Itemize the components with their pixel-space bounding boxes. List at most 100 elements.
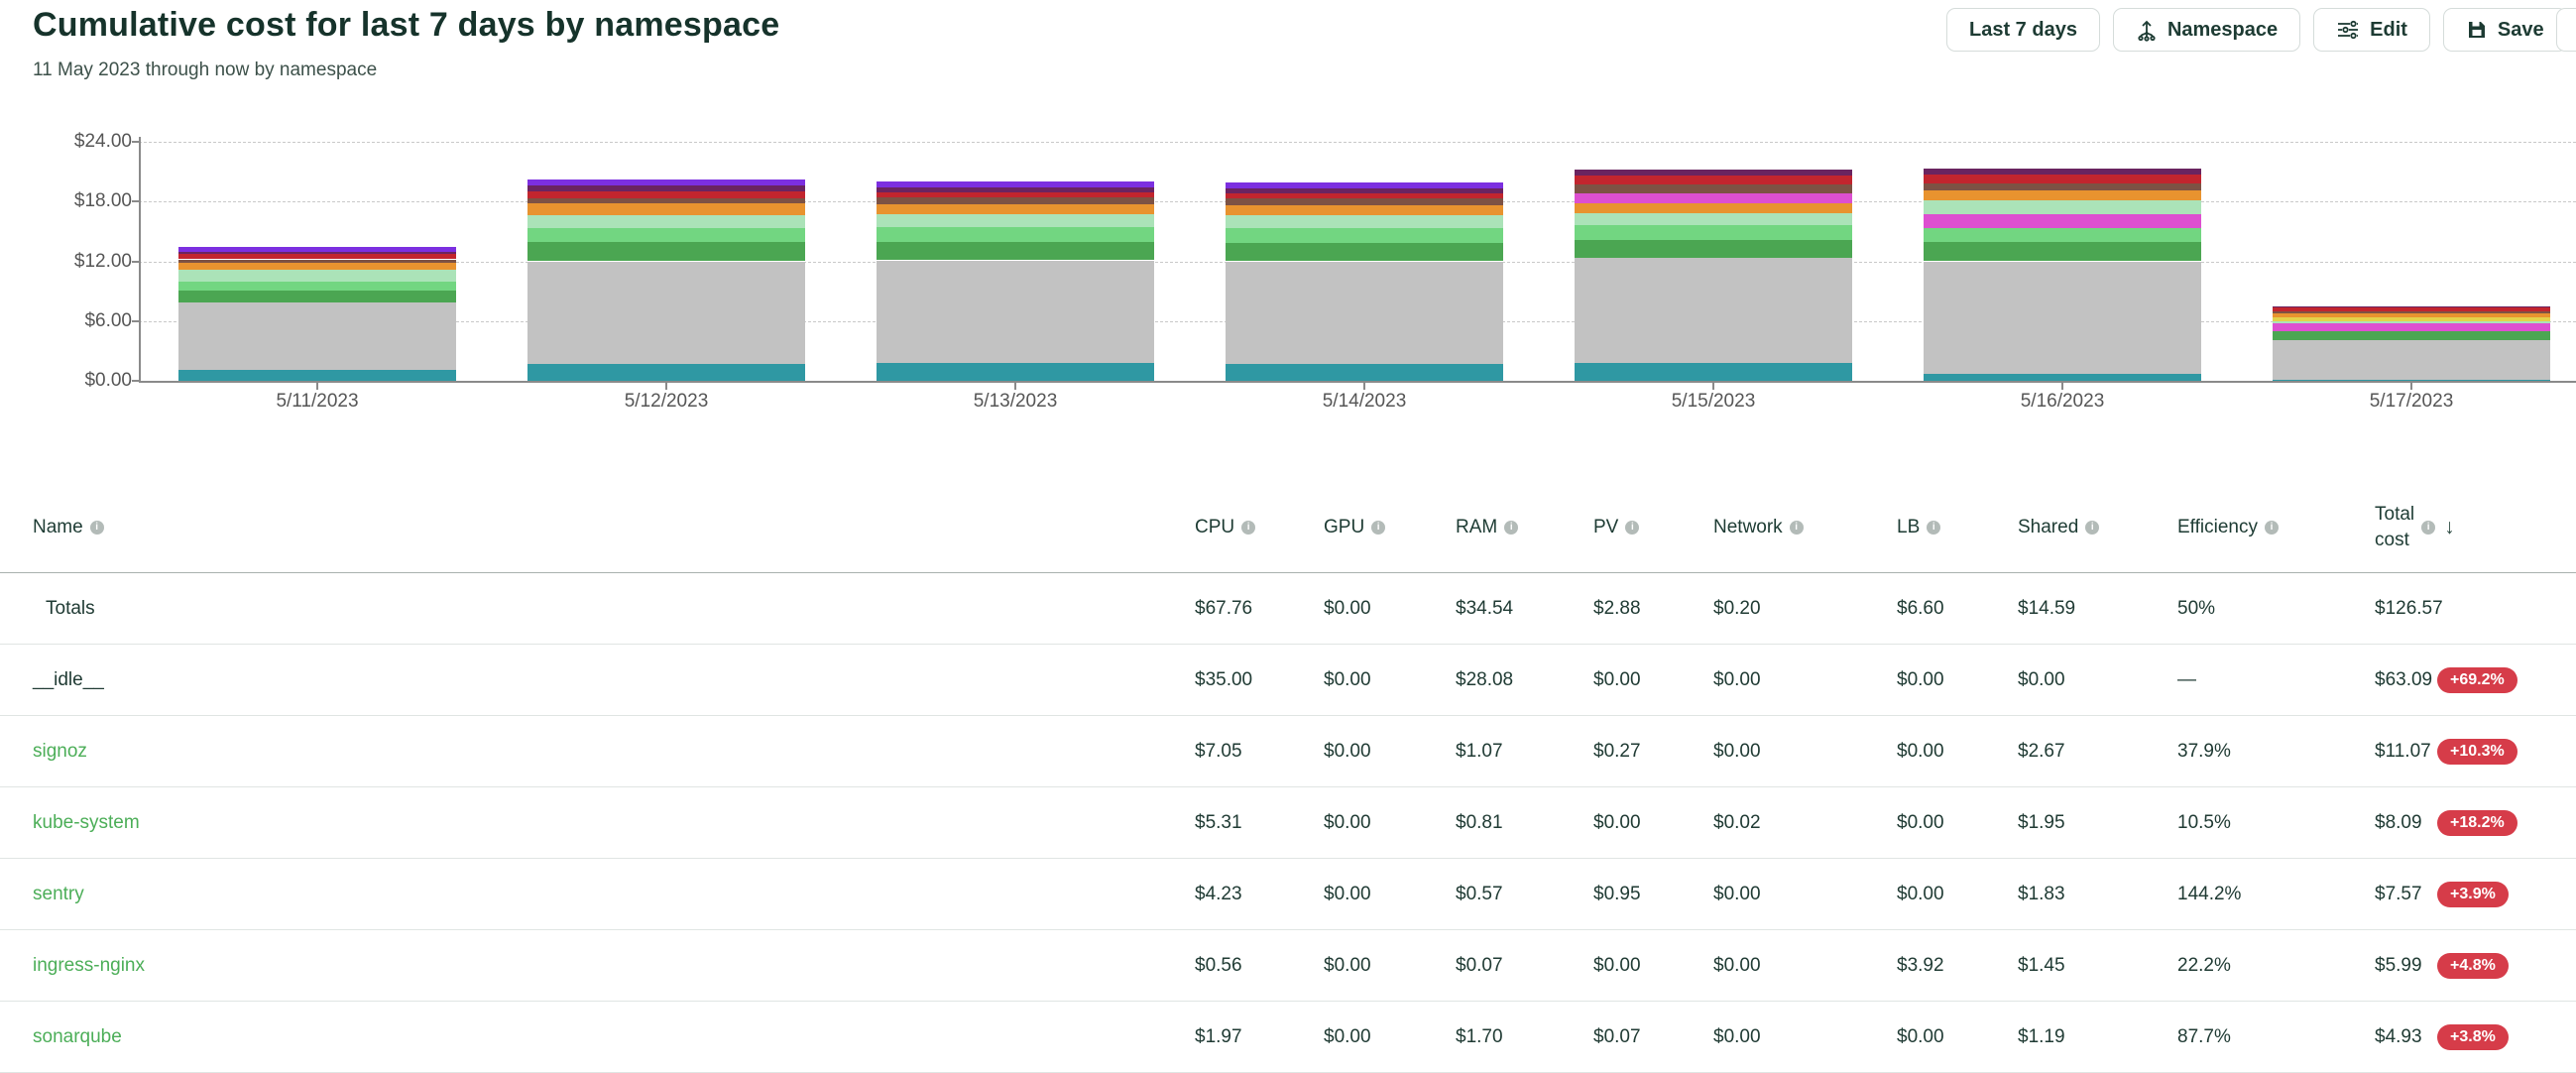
bar-segment-idle_gray[interactable] [2273,340,2550,380]
edit-button[interactable]: Edit [2313,8,2430,52]
bar-segment-green_med[interactable] [1226,228,1503,244]
bar-segment-red[interactable] [1226,193,1503,199]
bar-segment-idle_gray[interactable] [527,261,805,364]
last-7-days-button[interactable]: Last 7 days [1946,8,2100,52]
table-row[interactable]: Totals $67.76 $0.00 $34.54 $2.88 $0.20 $6.60 $1… [0,573,2576,645]
bar-segment-teal[interactable] [1575,362,1852,381]
bar-segment-brown[interactable] [527,197,805,204]
cell-name[interactable]: ingress-nginx [33,954,145,976]
cell-name[interactable]: sonarqube [33,1025,122,1047]
column-header-cpu[interactable]: CPU i [1195,517,1256,538]
column-header-network[interactable]: Network i [1713,517,1804,538]
table-row[interactable]: ingress-nginx $0.56 $0.00 $0.07 $0.00 $0.00 $3… [0,930,2576,1002]
save-button[interactable]: Save [2442,8,2567,52]
column-header-gpu[interactable]: GPU i [1324,517,1386,538]
bar-segment-plum[interactable] [527,185,805,192]
column-header-shared[interactable]: Shared i [2018,517,2100,538]
column-header-ram[interactable]: RAM i [1456,517,1519,538]
bar-segment-red[interactable] [1924,175,2201,183]
bar-segment-brown[interactable] [877,197,1154,205]
cell-name[interactable]: signoz [33,740,87,762]
bar-segment-brown[interactable] [2273,310,2550,313]
bar-segment-idle_gray[interactable] [1226,261,1503,364]
bar-segment-green_pale[interactable] [1924,200,2201,215]
bar-segment-brown[interactable] [1924,182,2201,191]
bar-segment-violet[interactable] [1226,182,1503,189]
column-header-efficiency[interactable]: Efficiency i [2177,517,2279,538]
bar-segment-brown[interactable] [1575,183,1852,193]
bar-segment-red[interactable] [877,192,1154,198]
info-icon[interactable]: i [2264,521,2279,535]
bar-segment-green_pale[interactable] [1575,213,1852,226]
bar-segment-teal[interactable] [877,362,1154,381]
table-row[interactable]: signoz $7.05 $0.00 $1.07 $0.27 $0.00 $0.00 $2.6… [0,716,2576,787]
column-header-pv[interactable]: PV i [1593,517,1640,538]
info-icon[interactable]: i [1371,521,1386,535]
bar-segment-magenta[interactable] [1575,192,1852,204]
bar-segment-orange[interactable] [1575,203,1852,214]
bar-segment-plum[interactable] [2273,305,2550,308]
bar-segment-violet[interactable] [527,179,805,186]
bar-segment-orange[interactable] [527,203,805,216]
bar-segment-green_dark[interactable] [1924,242,2201,262]
bar-segment-orange[interactable] [1924,190,2201,201]
bar-segment-green_dark[interactable] [1575,240,1852,259]
bar-segment-green_dark[interactable] [527,242,805,262]
bar-segment-red[interactable] [1575,176,1852,184]
bar-segment-green_dark[interactable] [178,290,456,302]
table-row[interactable]: sentry $4.23 $0.00 $0.57 $0.95 $0.00 $0.00 $1.8… [0,859,2576,930]
bar-segment-magenta[interactable] [2273,323,2550,332]
bar-segment-green_dark[interactable] [877,242,1154,261]
bar-segment-plum[interactable] [1924,169,2201,176]
bar-segment-red[interactable] [2273,307,2550,311]
bar-segment-plum[interactable] [1575,170,1852,177]
bar-segment-brown[interactable] [178,259,456,263]
bar-segment-green_dark[interactable] [1226,243,1503,262]
info-icon[interactable]: i [1625,521,1640,535]
info-icon[interactable]: i [2085,521,2100,535]
info-icon[interactable]: i [1927,521,1941,535]
bar-segment-plum[interactable] [877,187,1154,193]
sort-desc-icon[interactable]: ↓ [2444,516,2455,538]
bar-segment-green_pale[interactable] [877,214,1154,228]
info-icon[interactable]: i [1789,521,1804,535]
bar-segment-red[interactable] [527,191,805,198]
overflow-button[interactable] [2556,8,2576,52]
bar-segment-red[interactable] [178,254,456,260]
info-icon[interactable]: i [89,521,104,535]
bar-segment-green_med[interactable] [877,227,1154,243]
bar-segment-magenta[interactable] [1924,214,2201,229]
bar-segment-orange[interactable] [178,262,456,270]
bar-segment-yellow[interactable] [2273,317,2550,321]
cell-name[interactable]: kube-system [33,811,140,833]
bar-segment-plum[interactable] [1226,188,1503,194]
bar-segment-violet[interactable] [178,247,456,253]
bar-segment-idle_gray[interactable] [178,301,456,370]
bar-segment-teal[interactable] [1924,373,2201,381]
bar-segment-green_dark[interactable] [2273,331,2550,341]
bar-segment-plum[interactable] [178,252,456,255]
bar-segment-green_pale[interactable] [178,269,456,282]
bar-segment-teal[interactable] [527,363,805,381]
column-header-lb[interactable]: LB i [1897,517,1941,538]
bar-segment-idle_gray[interactable] [1575,258,1852,363]
bar-segment-teal[interactable] [2273,379,2550,381]
bar-segment-orange[interactable] [1226,205,1503,216]
bar-segment-green_med[interactable] [1924,228,2201,243]
cell-name[interactable]: sentry [33,883,84,904]
bar-segment-teal[interactable] [178,369,456,381]
bar-segment-green_pale[interactable] [1226,215,1503,229]
bar-segment-orange[interactable] [877,204,1154,215]
bar-segment-green_med[interactable] [1575,225,1852,241]
info-icon[interactable]: i [1504,521,1519,535]
bar-segment-brown[interactable] [1226,198,1503,206]
table-row[interactable]: sonarqube $1.97 $0.00 $1.70 $0.07 $0.00 $0.00 $… [0,1002,2576,1073]
bar-segment-teal[interactable] [1226,363,1503,381]
bar-segment-idle_gray[interactable] [877,260,1154,363]
bar-segment-green_med[interactable] [178,281,456,291]
column-header-total[interactable]: Total cost i ↓ [2375,504,2455,550]
column-header-name[interactable]: Name i [33,517,104,538]
info-icon[interactable]: i [2421,521,2436,535]
bar-segment-idle_gray[interactable] [1924,261,2201,374]
info-icon[interactable]: i [1241,521,1256,535]
